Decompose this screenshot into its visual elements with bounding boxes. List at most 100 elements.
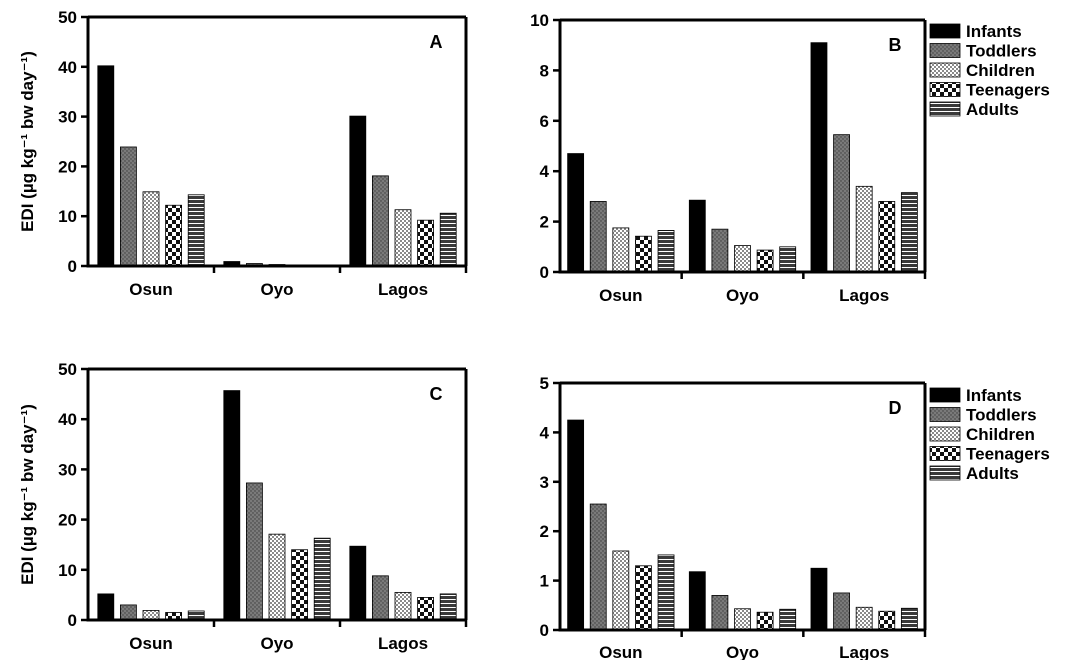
bar-toddlers-oyo: [245, 482, 263, 621]
bar-children-oyo: [268, 533, 286, 621]
bar-toddlers-osun: [120, 146, 137, 267]
bar-teenagers-osun: [635, 235, 652, 273]
bar-teenagers-lagos: [417, 219, 435, 267]
y-tick-label: 50: [58, 8, 77, 27]
y-tick-label: 20: [58, 157, 77, 176]
y-tick-label: 8: [540, 61, 549, 80]
x-category-label: Lagos: [378, 280, 428, 299]
x-category-label: Oyo: [260, 634, 293, 653]
legend-label-teenagers: Teenagers: [966, 445, 1050, 464]
bar-infants-osun: [567, 153, 585, 273]
bar-teenagers-lagos: [417, 597, 435, 621]
bar-infants-osun: [567, 419, 585, 631]
bar-teenagers-lagos: [878, 201, 896, 273]
bar-adults-oyo: [779, 246, 797, 273]
bar-toddlers-osun: [120, 604, 137, 621]
bar-adults-lagos: [900, 607, 918, 631]
bar-teenagers-lagos: [878, 610, 896, 631]
x-category-label: Osun: [599, 286, 642, 305]
y-tick-label: 0: [540, 621, 549, 640]
bar-toddlers-oyo: [711, 595, 729, 631]
panel-c: 0 10 20 30 40 50 Osun Oyo Lagos C EDI (µg kg⁻¹ bw …: [18, 360, 468, 653]
x-category-label: Oyo: [260, 280, 293, 299]
panel-letter: C: [430, 384, 443, 404]
bar-children-oyo: [734, 608, 751, 631]
bar-toddlers-oyo: [711, 228, 729, 273]
bar-adults-osun: [657, 554, 675, 631]
legend-swatch-children: [929, 426, 961, 442]
legend-swatch-toddlers: [929, 407, 961, 422]
bar-adults-osun: [657, 230, 675, 273]
y-tick-label: 3: [540, 473, 549, 492]
y-tick-label: 4: [540, 162, 550, 181]
legend-swatch-infants: [929, 387, 961, 403]
panel-letter: B: [889, 35, 902, 55]
legend-swatch-children: [929, 62, 961, 78]
y-tick-label: 4: [540, 423, 550, 442]
bar-infants-oyo: [688, 571, 706, 631]
legend-label-children: Children: [966, 425, 1035, 444]
bar-children-lagos: [394, 209, 412, 267]
y-tick-label: 30: [58, 108, 77, 127]
y-tick-label: 2: [540, 213, 549, 232]
legend-label-adults: Adults: [966, 464, 1019, 483]
legend-swatch-adults: [929, 101, 961, 117]
legend-swatch-toddlers: [929, 43, 961, 58]
y-tick-label: 20: [58, 511, 77, 530]
bar-teenagers-oyo: [291, 549, 309, 621]
x-category-label: Osun: [599, 643, 642, 660]
panel-d: 0 1 2 3 4 5 Osun Oyo Lagos D: [540, 374, 927, 660]
bar-children-oyo: [734, 245, 751, 273]
legend-label-toddlers: Toddlers: [966, 406, 1037, 425]
bar-adults-lagos: [439, 593, 457, 621]
y-tick-label: 6: [540, 112, 549, 131]
panel-letter: D: [889, 398, 902, 418]
x-category-label: Lagos: [839, 286, 889, 305]
bar-teenagers-osun: [635, 565, 652, 631]
legend-label-teenagers: Teenagers: [966, 81, 1050, 100]
bar-toddlers-lagos: [833, 134, 850, 273]
bar-toddlers-osun: [589, 503, 607, 631]
y-tick-label: 10: [58, 561, 77, 580]
bar-children-osun: [142, 191, 160, 267]
bar-toddlers-lagos: [371, 575, 389, 621]
bar-teenagers-oyo: [756, 611, 774, 631]
bar-toddlers-lagos: [371, 175, 389, 267]
legend-label-toddlers: Toddlers: [966, 42, 1037, 61]
legend-swatch-adults: [929, 465, 961, 481]
panel-letter: A: [430, 32, 443, 52]
bar-adults-oyo: [779, 608, 797, 631]
bar-infants-lagos: [349, 545, 367, 621]
bar-teenagers-osun: [165, 204, 183, 267]
x-category-label: Oyo: [726, 286, 759, 305]
bar-infants-osun: [97, 593, 115, 621]
legend-swatch-teenagers: [929, 446, 961, 461]
bar-toddlers-lagos: [833, 592, 850, 631]
bar-children-lagos: [855, 185, 873, 273]
x-category-label: Lagos: [839, 643, 889, 660]
x-category-label: Lagos: [378, 634, 428, 653]
bar-infants-lagos: [810, 42, 828, 273]
y-tick-label: 2: [540, 522, 549, 541]
x-category-label: Oyo: [726, 643, 759, 660]
y-tick-label: 0: [68, 611, 77, 630]
bar-children-osun: [612, 550, 630, 631]
legend-label-adults: Adults: [966, 100, 1019, 119]
y-tick-label: 10: [530, 11, 549, 30]
x-category-label: Osun: [129, 280, 172, 299]
bar-adults-oyo: [313, 537, 331, 621]
y-tick-label: 40: [58, 58, 77, 77]
bar-adults-lagos: [439, 212, 457, 267]
legend-label-infants: Infants: [966, 386, 1022, 405]
legend-label-children: Children: [966, 61, 1035, 80]
bar-infants-lagos: [349, 115, 367, 267]
y-tick-label: 0: [540, 263, 549, 282]
x-category-label: Osun: [129, 634, 172, 653]
y-axis-title: EDI (µg kg⁻¹ bw day⁻¹): [18, 51, 37, 232]
y-tick-label: 5: [540, 374, 549, 393]
bar-toddlers-osun: [589, 201, 607, 273]
y-axis-title: EDI (µg kg⁻¹ bw day⁻¹): [18, 404, 37, 585]
